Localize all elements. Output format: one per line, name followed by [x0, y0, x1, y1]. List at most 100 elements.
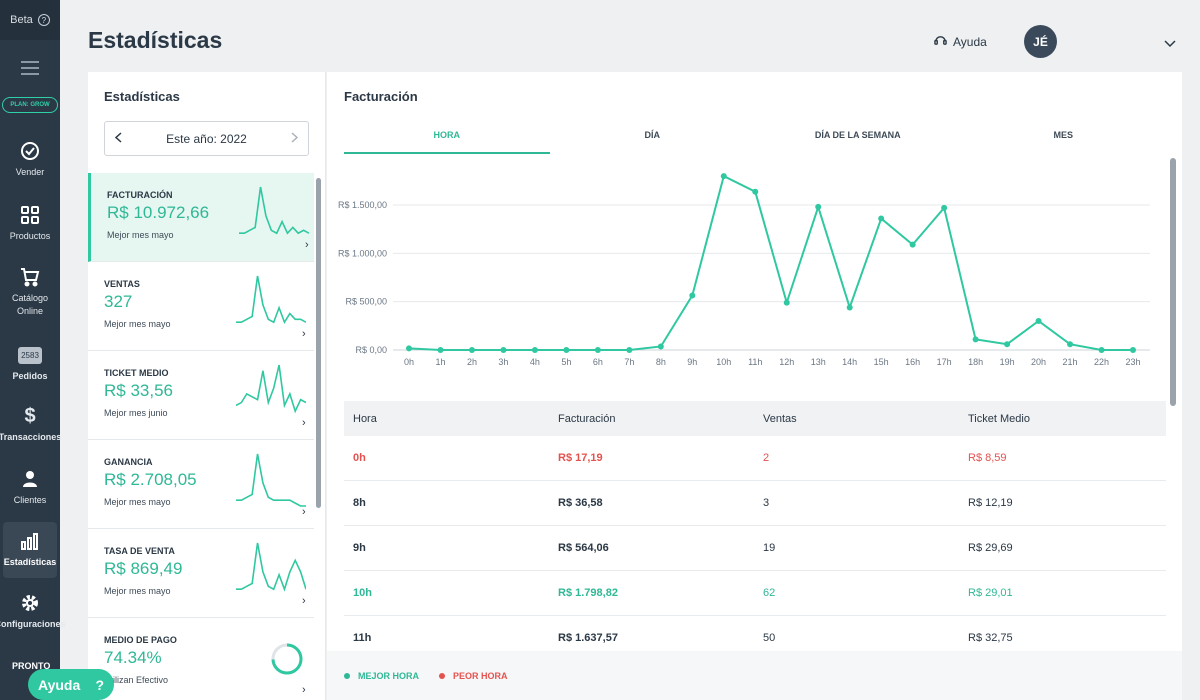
data-point[interactable] — [909, 241, 916, 248]
stat-best-month: Mejor mes mayo — [104, 586, 171, 596]
x-tick-label: 9h — [687, 357, 697, 367]
sidebar-item-catalogo[interactable]: Catálogo Online — [0, 266, 60, 318]
data-point[interactable] — [720, 173, 727, 180]
data-point[interactable] — [468, 347, 475, 353]
sidebar-item-clientes[interactable]: Clientes — [0, 468, 60, 507]
data-point[interactable] — [815, 203, 822, 210]
table-row[interactable]: 8h R$ 36,58 3 R$ 12,19 — [344, 481, 1166, 526]
chevron-left-icon[interactable] — [114, 131, 122, 146]
sidebar-item-vender[interactable]: Vender — [0, 140, 60, 179]
data-point[interactable] — [878, 215, 885, 222]
help-link[interactable]: Ayuda — [934, 34, 987, 50]
stat-card-ticket-medio[interactable]: TICKET MEDIO R$ 33,56 Mejor mes junio › — [88, 351, 314, 440]
stat-card-tasa-de-venta[interactable]: TASA DE VENTA R$ 869,49 Mejor mes mayo › — [88, 529, 314, 618]
stat-value: 74.34% — [104, 648, 162, 667]
data-point[interactable] — [406, 345, 412, 352]
user-icon — [21, 468, 39, 490]
cell-ventas: 3 — [763, 497, 770, 509]
tab-hora[interactable]: HORA — [344, 124, 550, 154]
stat-label: TASA DE VENTA — [104, 546, 175, 556]
sidebar-item-label: Estadísticas — [3, 557, 57, 567]
pedidos-count: 2583 — [18, 346, 42, 364]
sidebar-item-productos[interactable]: Productos — [0, 204, 60, 243]
data-point[interactable] — [689, 292, 696, 299]
data-point[interactable] — [657, 343, 664, 350]
column-header[interactable]: Facturación — [558, 412, 616, 425]
scrollbar[interactable] — [1170, 158, 1176, 406]
table-row[interactable]: 10h R$ 1.798,82 62 R$ 29,01 — [344, 571, 1166, 616]
avatar[interactable]: JÉ — [1024, 25, 1057, 58]
cell-facturacion: R$ 36,58 — [558, 497, 603, 509]
stat-value: 327 — [104, 292, 133, 311]
stat-card-ventas[interactable]: VENTAS 327 Mejor mes mayo › — [88, 262, 314, 351]
year-selector[interactable]: Este año: 2022 — [104, 121, 309, 156]
data-point[interactable] — [626, 347, 633, 353]
scrollbar[interactable] — [316, 178, 321, 508]
chevron-down-icon[interactable] — [1164, 35, 1176, 53]
stat-card-facturacion[interactable]: FACTURACIÓN R$ 10.972,66 Mejor mes mayo … — [88, 173, 314, 262]
column-header[interactable]: Hora — [353, 412, 377, 425]
x-tick-label: 8h — [656, 357, 666, 367]
x-tick-label: 1h — [435, 357, 445, 367]
help-circle-icon[interactable]: ? — [37, 14, 50, 26]
main-panel: Facturación HORA DÍA DÍA DE LA SEMANA ME… — [327, 72, 1182, 700]
x-tick-label: 22h — [1094, 357, 1109, 367]
x-tick-label: 20h — [1031, 357, 1046, 367]
y-tick-label: R$ 1.000,00 — [338, 248, 387, 258]
help-chat-button[interactable]: Ayuda ? — [28, 669, 114, 700]
data-point[interactable] — [1035, 318, 1042, 324]
data-point[interactable] — [1130, 347, 1136, 353]
x-tick-label: 15h — [874, 357, 889, 367]
sidebar-item-transacciones[interactable]: $ Transacciones — [0, 405, 62, 444]
sidebar-item-estadisticas[interactable]: Estadísticas — [3, 522, 57, 578]
x-tick-label: 19h — [1000, 357, 1015, 367]
tab-dia-semana[interactable]: DÍA DE LA SEMANA — [814, 130, 901, 140]
cell-facturacion: R$ 564,06 — [558, 542, 609, 554]
sidebar-item-configuraciones[interactable]: Configuraciones — [0, 592, 66, 631]
tab-mes[interactable]: MES — [1053, 130, 1073, 140]
data-point[interactable] — [563, 347, 570, 353]
column-header[interactable]: Ventas — [763, 412, 797, 425]
sidebar-item-label: Transacciones — [0, 432, 62, 442]
y-tick-label: R$ 500,00 — [345, 297, 387, 307]
data-point[interactable] — [500, 347, 507, 353]
data-point[interactable] — [1004, 341, 1011, 348]
stat-card-ganancia[interactable]: GANANCIA R$ 2.708,05 Mejor mes mayo › — [88, 440, 314, 529]
data-point[interactable] — [1067, 341, 1074, 348]
table-row[interactable]: 9h R$ 564,06 19 R$ 29,69 — [344, 526, 1166, 571]
x-tick-label: 13h — [811, 357, 826, 367]
chevron-right-icon[interactable] — [291, 131, 299, 146]
chevron-right-icon: › — [302, 328, 306, 340]
data-point[interactable] — [972, 336, 979, 343]
x-tick-label: 10h — [716, 357, 731, 367]
headset-icon — [934, 34, 947, 50]
data-point[interactable] — [1098, 347, 1105, 353]
data-point[interactable] — [531, 347, 538, 353]
data-point[interactable] — [437, 347, 444, 353]
y-tick-label: R$ 1.500,00 — [338, 200, 387, 210]
x-tick-label: 4h — [530, 357, 540, 367]
cell-ventas: 2 — [763, 452, 770, 464]
tab-dia[interactable]: DÍA — [644, 130, 661, 140]
chart-title: Facturación — [344, 89, 418, 104]
table-legend: MEJOR HORA PEOR HORA — [327, 651, 1182, 700]
data-point[interactable] — [752, 188, 759, 195]
x-tick-label: 0h — [404, 357, 414, 367]
pronto-label: PRONTO — [12, 661, 51, 671]
panel-title: Estadísticas — [104, 89, 180, 104]
data-point[interactable] — [941, 204, 948, 211]
column-header[interactable]: Ticket Medio — [968, 412, 1030, 425]
cell-ventas: 50 — [763, 632, 776, 644]
beta-label: Beta — [10, 14, 33, 26]
data-point[interactable] — [783, 299, 790, 306]
menu-icon[interactable] — [0, 40, 60, 95]
sidebar-item-pedidos[interactable]: 2583 Pedidos — [0, 344, 60, 383]
data-point[interactable] — [594, 347, 601, 353]
series-line — [408, 174, 1133, 351]
tab-bar: HORA DÍA DÍA DE LA SEMANA MES — [344, 124, 1166, 154]
stat-card-medio-de-pago[interactable]: MEDIO DE PAGO 74.34% Utilizan Efectivo › — [88, 618, 314, 700]
table-row[interactable]: 0h R$ 17,19 2 R$ 8,59 — [344, 436, 1166, 481]
data-point[interactable] — [846, 304, 853, 311]
beta-indicator[interactable]: Beta ? — [0, 0, 60, 40]
stat-sub-label: Utilizan Efectivo — [104, 675, 169, 685]
